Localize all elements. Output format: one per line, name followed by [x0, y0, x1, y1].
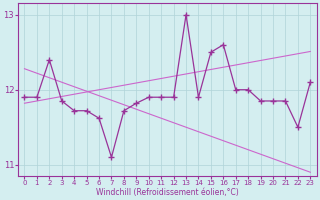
X-axis label: Windchill (Refroidissement éolien,°C): Windchill (Refroidissement éolien,°C)	[96, 188, 239, 197]
